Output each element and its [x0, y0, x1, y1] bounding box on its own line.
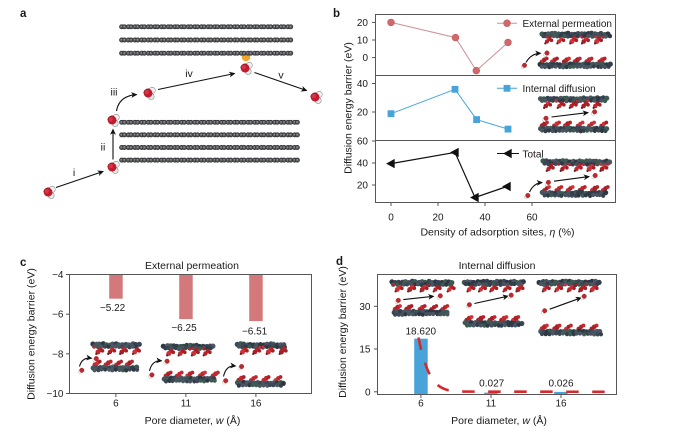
- svg-text:Pore diameter, w (Å): Pore diameter, w (Å): [451, 414, 547, 427]
- svg-text:c: c: [20, 257, 27, 269]
- svg-text:60: 60: [357, 137, 369, 148]
- svg-text:0: 0: [365, 387, 371, 398]
- svg-text:Diffusion energy barrier (eV): Diffusion energy barrier (eV): [26, 268, 38, 400]
- svg-text:15: 15: [359, 345, 371, 356]
- svg-text:10: 10: [357, 36, 369, 47]
- svg-text:6: 6: [113, 399, 119, 410]
- svg-text:60: 60: [526, 213, 538, 224]
- svg-text:Pore diameter, w (Å): Pore diameter, w (Å): [145, 414, 241, 427]
- svg-text:External permeation: External permeation: [523, 19, 613, 30]
- svg-text:11: 11: [181, 399, 192, 410]
- svg-text:−6: −6: [52, 310, 64, 321]
- svg-text:ii: ii: [101, 142, 106, 154]
- svg-text:6: 6: [418, 399, 424, 410]
- svg-text:0.027: 0.027: [479, 379, 504, 390]
- svg-text:−5.22: −5.22: [100, 303, 126, 314]
- svg-text:40: 40: [357, 159, 369, 170]
- svg-text:0.026: 0.026: [548, 379, 573, 390]
- svg-text:16: 16: [555, 399, 567, 410]
- svg-text:40: 40: [357, 79, 369, 90]
- svg-text:20: 20: [357, 108, 369, 119]
- svg-text:v: v: [278, 70, 284, 82]
- svg-text:0: 0: [362, 53, 368, 64]
- svg-text:External permeation: External permeation: [145, 260, 239, 272]
- svg-text:a: a: [20, 8, 27, 20]
- svg-text:11: 11: [486, 399, 497, 410]
- svg-text:−8: −8: [52, 349, 64, 360]
- svg-text:Internal diffusion: Internal diffusion: [523, 84, 596, 95]
- svg-text:i: i: [73, 167, 75, 179]
- svg-text:−10: −10: [47, 389, 64, 400]
- svg-text:iv: iv: [185, 68, 193, 80]
- svg-text:d: d: [336, 256, 343, 268]
- svg-text:−4: −4: [52, 270, 64, 281]
- svg-text:iii: iii: [111, 87, 118, 99]
- svg-text:Diffusion energy barrier (eV): Diffusion energy barrier (eV): [343, 42, 355, 174]
- svg-text:20: 20: [432, 213, 444, 224]
- svg-text:−6.25: −6.25: [171, 323, 197, 334]
- svg-text:30: 30: [359, 302, 371, 313]
- svg-text:18.620: 18.620: [406, 327, 437, 338]
- svg-text:Diffusion energy barrier (eV): Diffusion energy barrier (eV): [337, 266, 349, 398]
- svg-text:b: b: [333, 8, 340, 20]
- svg-text:40: 40: [479, 213, 491, 224]
- svg-text:Total: Total: [523, 149, 544, 160]
- svg-text:16: 16: [250, 399, 262, 410]
- svg-text:20: 20: [357, 181, 369, 192]
- svg-text:−6.51: −6.51: [242, 326, 268, 337]
- svg-text:0: 0: [388, 213, 394, 224]
- svg-text:Density of adsorption sites, η: Density of adsorption sites, η (%): [420, 227, 574, 239]
- svg-text:Internal diffusion: Internal diffusion: [459, 260, 536, 272]
- svg-text:20: 20: [357, 18, 369, 29]
